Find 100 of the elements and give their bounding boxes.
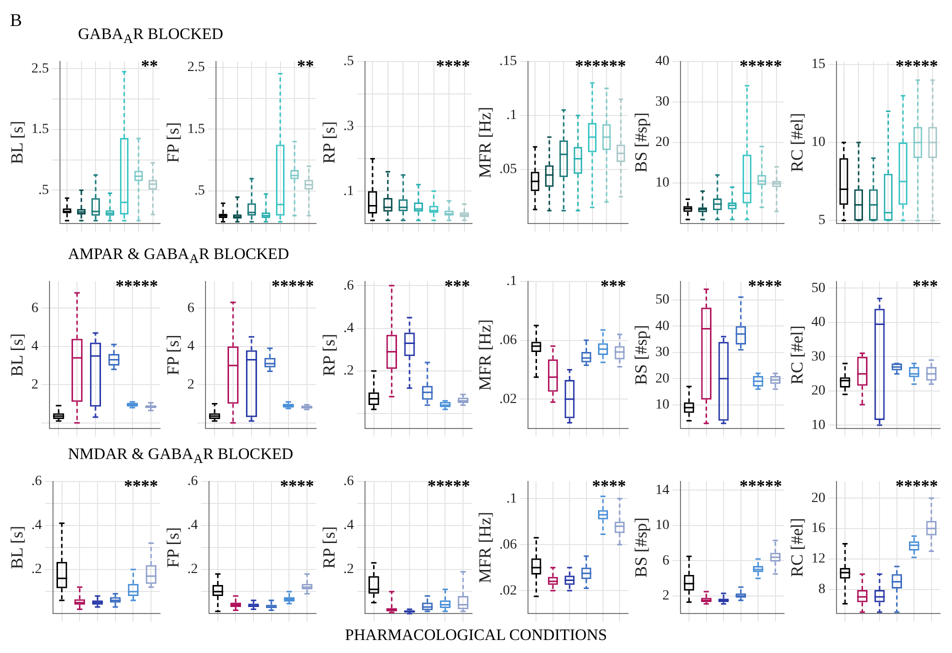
y-axis-title: MFR [Hz] <box>476 512 495 584</box>
annotation: **** <box>124 476 158 496</box>
y-tick-label: .06 <box>499 537 517 552</box>
y-axis-title: RP [s] <box>320 121 339 164</box>
y-axis-title: RP [s] <box>320 334 339 376</box>
y-axis-title: RC [#el] <box>788 112 807 172</box>
y-axis-title: BL [s] <box>8 120 27 164</box>
y-tick-label: .5 <box>38 182 49 198</box>
y-axis-title: MFR [Hz] <box>476 106 495 178</box>
y-tick-label: 6 <box>662 553 670 568</box>
y-tick-label: 14 <box>655 482 670 498</box>
y-tick-label: 2.5 <box>187 60 205 76</box>
annotation: ** <box>141 56 158 76</box>
annotation: *** <box>444 276 470 296</box>
y-tick-label: 4 <box>187 339 194 354</box>
y-axis-title: BS [#sp] <box>632 518 651 578</box>
y-tick-label: .6 <box>187 474 198 490</box>
annotation: ***** <box>272 276 314 296</box>
y-tick-label: 30 <box>811 349 826 364</box>
y-tick-label: 20 <box>655 135 670 150</box>
y-axis-title: MFR [Hz] <box>476 319 495 391</box>
y-tick-label: .5 <box>194 184 205 199</box>
y-tick-label: 16 <box>811 521 826 536</box>
y-tick-label: .1 <box>506 108 517 124</box>
y-tick-label: .15 <box>499 54 517 70</box>
annotation: **** <box>280 476 314 496</box>
chart-title: GABA$_{A}$R BLOCKED <box>78 26 224 48</box>
y-tick-label: 10 <box>655 518 670 534</box>
y-tick-label: .02 <box>499 392 517 407</box>
y-tick-label: 5 <box>818 213 826 228</box>
y-tick-label: 40 <box>811 315 826 330</box>
y-tick-label: 8 <box>818 582 826 597</box>
y-tick-label: 2.5 <box>31 61 49 76</box>
annotation: *** <box>912 276 938 296</box>
y-tick-label: 1.5 <box>31 122 49 138</box>
y-tick-label: 10 <box>655 398 670 413</box>
y-tick-label: .05 <box>499 162 517 178</box>
y-tick-label: 6 <box>187 300 194 316</box>
y-tick-label: .2 <box>31 562 42 578</box>
y-tick-label: 50 <box>655 292 670 308</box>
y-tick-label: 6 <box>31 300 38 316</box>
y-tick-label: 12 <box>811 552 826 567</box>
y-tick-label: .06 <box>499 332 517 348</box>
x-axis-title: PHARMACOLOGICAL CONDITIONS <box>344 627 608 645</box>
y-tick-label: .6 <box>343 474 354 490</box>
y-tick-label: 15 <box>811 57 826 72</box>
y-tick-label: .4 <box>343 518 354 534</box>
y-axis-title: FP [s] <box>164 334 183 376</box>
y-tick-label: 10 <box>655 176 670 191</box>
y-tick-label: .2 <box>187 562 198 578</box>
annotation: **** <box>436 56 470 76</box>
y-tick-label: .2 <box>343 562 354 578</box>
y-axis-title: BL [s] <box>8 526 27 570</box>
annotation: ***** <box>116 276 158 296</box>
y-tick-label: .4 <box>187 518 198 534</box>
y-tick-label: .02 <box>499 583 517 598</box>
y-tick-label: .2 <box>343 364 354 379</box>
annotation: ***** <box>428 476 470 496</box>
y-tick-label: 40 <box>655 54 670 70</box>
y-tick-label: 30 <box>655 345 670 360</box>
y-tick-label: 2 <box>187 377 194 392</box>
y-tick-label: 30 <box>655 94 670 110</box>
y-tick-label: 2 <box>662 588 670 604</box>
y-tick-label: 50 <box>811 280 826 296</box>
y-tick-label: 20 <box>655 371 670 386</box>
y-tick-label: 4 <box>31 339 38 354</box>
annotation: ** <box>297 56 314 76</box>
y-tick-label: 1.5 <box>187 122 205 137</box>
y-tick-label: .4 <box>343 321 354 336</box>
y-tick-label: 2 <box>31 377 38 392</box>
y-tick-label: .5 <box>343 54 354 70</box>
y-tick-label: 10 <box>811 135 826 150</box>
y-axis-title: RC [#el] <box>788 325 807 385</box>
annotation: **** <box>748 276 782 296</box>
y-tick-label: .4 <box>31 518 42 534</box>
y-axis-title: BS [#sp] <box>632 325 651 385</box>
annotation: ***** <box>740 476 782 496</box>
annotation: ***** <box>896 56 938 76</box>
annotation: **** <box>592 476 626 496</box>
annotation: *** <box>600 276 626 296</box>
annotation: ***** <box>896 476 938 496</box>
y-axis-title: BL [s] <box>8 333 27 377</box>
y-tick-label: 20 <box>811 490 826 506</box>
chart-title: NMDAR & GABA$_{A}$R BLOCKED <box>68 446 294 468</box>
text: B <box>10 10 22 31</box>
y-axis-title: RP [s] <box>320 526 339 569</box>
y-tick-label: .1 <box>506 274 517 290</box>
y-tick-label: .6 <box>343 278 354 294</box>
chart-title: AMPAR & GABA$_{A}$R BLOCKED <box>68 246 290 268</box>
y-tick-label: .1 <box>343 184 354 199</box>
y-tick-label: .3 <box>343 118 354 134</box>
annotation: ***** <box>740 56 782 76</box>
y-axis-title: FP [s] <box>164 527 183 568</box>
y-tick-label: 10 <box>811 418 826 433</box>
y-axis-title: FP [s] <box>164 122 183 163</box>
y-tick-label: 20 <box>811 384 826 399</box>
y-tick-label: 40 <box>655 318 670 334</box>
annotation: ****** <box>575 56 626 76</box>
y-axis-title: BS [#sp] <box>632 112 651 172</box>
y-tick-label: .6 <box>31 474 42 490</box>
